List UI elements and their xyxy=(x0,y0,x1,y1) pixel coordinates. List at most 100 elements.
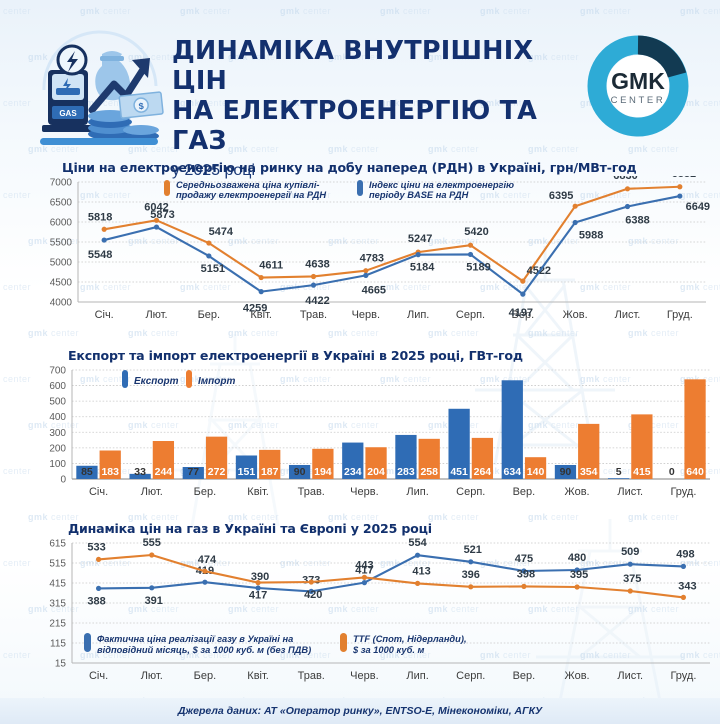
chart3-month-label: Січ. xyxy=(89,670,108,682)
chart2-ytick: 200 xyxy=(49,443,66,454)
chart2-bar-label: 354 xyxy=(580,466,598,478)
chart2-bar xyxy=(395,434,417,479)
chart2-bar xyxy=(448,408,470,479)
chart2-month-label: Вер. xyxy=(513,486,536,498)
chart2-month-label: Бер. xyxy=(194,486,217,498)
chart2-month-label: Серп. xyxy=(456,486,485,498)
chart3-plot: 15 115 215 315 415 515 615 Січ. Лют. Бер. Квіт. Тра… xyxy=(49,537,710,682)
chart2-bar-label: 187 xyxy=(261,466,279,478)
chart2-ytick: 600 xyxy=(49,381,66,392)
chart2-title: Експорт та імпорт електроенергії в Украї… xyxy=(68,348,523,363)
chart3-data-label: 420 xyxy=(304,589,322,601)
chart3-data-label: 391 xyxy=(145,595,163,607)
chart2-bar-label: 151 xyxy=(238,466,256,478)
chart3-month-label: Лют. xyxy=(141,670,163,682)
chart2-bar-label: 272 xyxy=(208,466,226,478)
chart1-data-label: 6388 xyxy=(625,214,649,226)
chart1-month-label: Трав. xyxy=(300,309,327,321)
chart3-data-label: 417 xyxy=(355,565,373,577)
chart1-data-label: 6649 xyxy=(686,201,710,213)
chart1-ytick: 5500 xyxy=(50,238,73,249)
chart2-month-label: Квіт. xyxy=(247,486,269,498)
chart3-data-point xyxy=(468,559,474,565)
chart3-data-label: 396 xyxy=(462,569,480,581)
chart2-month-label: Січ. xyxy=(89,486,108,498)
chart2-ytick: 300 xyxy=(49,428,66,439)
chart3-data-point xyxy=(202,568,208,574)
chart2-bar-label: 283 xyxy=(397,466,415,478)
chart2-bar-label: 234 xyxy=(344,466,362,478)
chart1-data-point xyxy=(520,278,526,284)
chart3-ytick: 115 xyxy=(50,639,66,650)
logo-main-text: GMK xyxy=(611,68,665,94)
chart3-data-label: 388 xyxy=(87,595,105,607)
title-subtitle: у 2025 році xyxy=(172,162,255,179)
chart1-data-point xyxy=(206,253,212,259)
chart1-data-label: 5420 xyxy=(464,226,488,238)
chart2-ytick: 400 xyxy=(49,412,66,423)
chart3-data-label: 390 xyxy=(251,571,269,583)
chart2-month-label: Черв. xyxy=(350,486,378,498)
chart3-ytick: 315 xyxy=(49,599,66,610)
chart3-legend: Фактична ціна реалізації газу в Україні … xyxy=(84,633,467,655)
chart1-data-point xyxy=(624,203,631,210)
svg-text:Фактична ціна реалізації газу: Фактична ціна реалізації газу в Україні … xyxy=(97,634,293,644)
chart1-data-point xyxy=(258,274,264,281)
chart3-month-label: Груд. xyxy=(670,670,696,682)
logo-sub-text: CENTER xyxy=(611,95,666,106)
chart2-bar-label: 5 xyxy=(616,466,622,478)
chart2-bar xyxy=(259,449,281,479)
chart3-ytick: 415 xyxy=(49,579,66,590)
chart2-bar xyxy=(312,448,334,479)
page-header: GAS $ ДИНАМІКА ВНУТРІ xyxy=(0,0,720,179)
chart2-bar xyxy=(205,436,228,479)
chart3-data-point xyxy=(680,563,687,569)
chart2-bar-label: 415 xyxy=(633,466,651,478)
gmk-center-logo: GMK CENTER xyxy=(587,35,689,137)
chart1-data-point xyxy=(101,226,107,232)
svg-text:періоду BASE на РДН: періоду BASE на РДН xyxy=(369,190,469,200)
chart3-data-label: 417 xyxy=(249,590,267,602)
chart3-ytick: 15 xyxy=(55,659,67,670)
chart3-data-label: 533 xyxy=(87,541,105,553)
chart3-data-point xyxy=(95,556,102,562)
chart2-month-label: Лют. xyxy=(141,486,163,498)
chart3-data-label: 475 xyxy=(515,553,533,565)
chart2-bar xyxy=(684,379,706,479)
chart1-data-label: 4197 xyxy=(509,307,533,319)
chart2-bar-label: 77 xyxy=(187,466,199,478)
footer-sources: Джерела даних: АТ «Оператор ринку», ENTS… xyxy=(0,698,720,724)
chart1-ytick: 4000 xyxy=(50,298,73,309)
chart2-bar-label: 90 xyxy=(294,466,306,478)
chart1-month-label: Серп. xyxy=(456,309,485,321)
chart2-bar-label: 85 xyxy=(81,466,93,478)
chart3-month-label: Серп. xyxy=(456,670,485,682)
chart1-data-point xyxy=(310,282,317,288)
chart1-data-point xyxy=(310,273,317,280)
chart2-ytick: 500 xyxy=(49,397,66,408)
chart2-bar-label: 140 xyxy=(527,466,545,478)
chart2-bar-label: 194 xyxy=(314,466,332,478)
chart1-data-label: 4259 xyxy=(243,303,267,315)
chart1-plot: 4000 4500 5000 5500 6000 6500 7000 Січ. Лют. Бер.… xyxy=(50,176,710,321)
chart2-bar xyxy=(524,457,547,479)
chart1-data-label: 4638 xyxy=(305,258,329,270)
chart3-data-point xyxy=(521,568,527,574)
chart1-month-label: Січ. xyxy=(95,309,114,321)
chart1-month-label: Жов. xyxy=(563,309,588,321)
chart3-ytick: 615 xyxy=(49,539,66,550)
chart1-data-point xyxy=(363,268,369,274)
chart2-bar xyxy=(342,442,364,479)
chart2-bar-label: 258 xyxy=(420,466,438,478)
chart1-data-point xyxy=(677,193,683,199)
chart3-data-point xyxy=(468,584,474,590)
chart3-title: Динаміка цін на газ в Україні та Європі … xyxy=(68,521,432,536)
chart3-data-point xyxy=(308,588,314,594)
chart3-data-point xyxy=(149,552,155,558)
chart3-data-point xyxy=(414,552,421,558)
chart1-month-label: Груд. xyxy=(667,309,693,321)
chart2-bar-label: 33 xyxy=(134,466,146,478)
chart1-data-point xyxy=(467,251,474,258)
chart3-data-label: 375 xyxy=(623,573,641,585)
chart3-ytick: 515 xyxy=(49,559,66,570)
